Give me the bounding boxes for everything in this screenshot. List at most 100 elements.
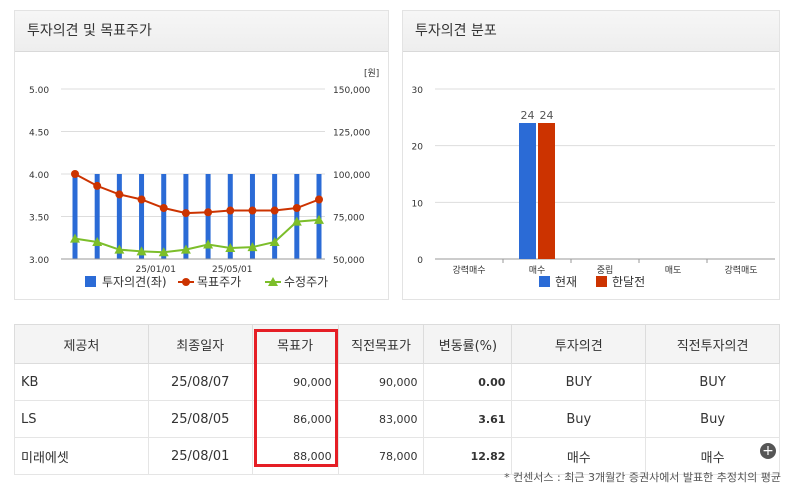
plus-circle-icon[interactable]: + [760,443,776,459]
header-provider[interactable]: 제공처 [14,324,149,364]
y-left-tick-label: 4.00 [29,171,49,181]
adjusted-price-point [314,214,324,224]
opinion-bar [205,174,211,259]
opinion-distribution-panel: 투자의견 분포 30 20 10 0 강력매수 매수 중립 매도 강력매도 24 24 현재 한달전 [402,10,780,300]
opinion-bar [227,174,233,259]
cell-target-price: 88,000 [251,437,339,475]
y-left-tick-label: 5.00 [29,86,49,96]
x-tick-label: 25/05/01 [212,265,252,275]
adjusted-price-point [92,237,103,246]
y-left-tick-label: 4.50 [29,129,49,139]
header-last-date[interactable]: 최종일자 [147,324,253,364]
consensus-table: 제공처 최종일자 목표가 직전목표가 변동률(%) 투자의견 직전투자의견 KB… [14,324,780,475]
cell-last-date: 25/08/01 [147,437,253,475]
adjusted-price-point [136,246,147,256]
x-tick-label: 강력매도 [724,264,757,276]
target-price-point [159,204,168,212]
bar [538,123,555,259]
cell-change-rate: 12.82 [423,437,513,475]
opinion-bar [72,174,78,259]
cell-prev-opinion: BUY [645,363,780,401]
opinion-target-price-panel: 투자의견 및 목표주가 5.00 4.50 4.00 3.50 3.00 150,000 1… [14,10,389,300]
target-price-point [71,170,79,178]
cell-prev-target-price: 83,000 [337,400,425,438]
target-price-line [74,173,320,215]
opinion-bar [249,174,255,259]
y-tick-label: 0 [417,256,423,266]
adjusted-price-point [203,239,214,249]
consensus-table-wrap: 제공처 최종일자 목표가 직전목표가 변동률(%) 투자의견 직전투자의견 KB… [14,324,780,475]
target-price-point [315,195,323,204]
cell-prev-opinion: Buy [645,400,780,438]
x-tick-label: 25/01/01 [136,265,176,275]
x-tick-label: 강력매수 [452,264,485,276]
opinion-bar [272,174,278,259]
target-price-point [226,206,235,215]
bar-value-label: 24 [521,109,535,122]
header-target-price[interactable]: 목표가 [251,324,339,364]
footnote: * 컨센서스 : 최근 3개월간 증권사에서 발표한 추정치의 평균 [504,471,781,484]
cell-opinion: Buy [511,400,647,438]
y-right-tick-label: 100,000 [333,171,370,181]
opinion-bar [161,174,167,259]
table-row: 미래에셋 25/08/01 88,000 78,000 12.82 매수 매수 [14,437,780,475]
legend-label: 수정주가 [284,275,328,289]
table-header-row: 제공처 최종일자 목표가 직전목표가 변동률(%) 투자의견 직전투자의견 [14,324,780,364]
panel-title: 투자의견 분포 [403,11,779,52]
table-row: LS 25/08/05 86,000 83,000 3.61 Buy Buy [14,400,780,438]
opinion-bar [294,174,300,259]
y-right-tick-label: 125,000 [333,129,370,139]
target-price-point [248,206,257,215]
target-price-point [204,208,213,217]
target-price-point [181,209,190,218]
opinion-bar [139,174,145,259]
legend-swatch [596,276,607,287]
header-change-rate[interactable]: 변동률(%) [423,324,513,364]
header-prev-target-price[interactable]: 직전목표가 [337,324,425,364]
y-right-tick-label: 150,000 [333,86,370,96]
adjusted-price-point [114,244,125,254]
legend-label: 목표주가 [197,275,241,289]
y-right-unit-label: [원] [364,68,379,79]
adjusted-price-point [180,244,191,254]
legend-swatch [85,276,96,287]
target-price-point [270,206,279,215]
header-prev-opinion[interactable]: 직전투자의견 [645,324,780,364]
cell-opinion: 매수 [511,437,647,475]
adjusted-price-point [291,216,302,226]
x-tick-label: 중립 [597,265,614,276]
cell-target-price: 86,000 [251,400,339,438]
cell-prev-opinion: 매수 [645,437,780,475]
legend-swatch [539,276,550,287]
adjusted-price-point [269,237,280,246]
adjusted-price-point [158,247,169,257]
cell-provider: LS [14,400,149,438]
legend-label: 한달전 [612,275,645,289]
opinion-bar [94,174,100,259]
adjusted-price-line [74,218,320,254]
legend-label: 투자의견(좌) [102,275,167,289]
legend-label: 현재 [555,275,577,289]
bar [519,123,536,259]
y-right-tick-label: 75,000 [333,214,365,224]
y-tick-label: 20 [412,143,424,153]
bar-value-label: 24 [540,109,554,122]
adjusted-price-point [247,242,258,252]
cell-prev-target-price: 78,000 [337,437,425,475]
target-price-point [292,204,301,212]
cell-provider: 미래에셋 [14,437,149,475]
header-opinion[interactable]: 투자의견 [511,324,647,364]
y-tick-label: 30 [412,86,424,96]
cell-prev-target-price: 90,000 [337,363,425,401]
cell-last-date: 25/08/05 [147,400,253,438]
cell-target-price: 90,000 [251,363,339,401]
cell-opinion: BUY [511,363,647,401]
cell-change-rate: 0.00 [423,363,513,401]
target-price-point [115,190,124,199]
table-row: KB 25/08/07 90,000 90,000 0.00 BUY BUY [14,363,780,401]
y-right-tick-label: 50,000 [333,256,365,266]
target-price-point [93,181,102,190]
legend-swatch [268,277,278,286]
adjusted-price-point [70,233,80,243]
cell-last-date: 25/08/07 [147,363,253,401]
